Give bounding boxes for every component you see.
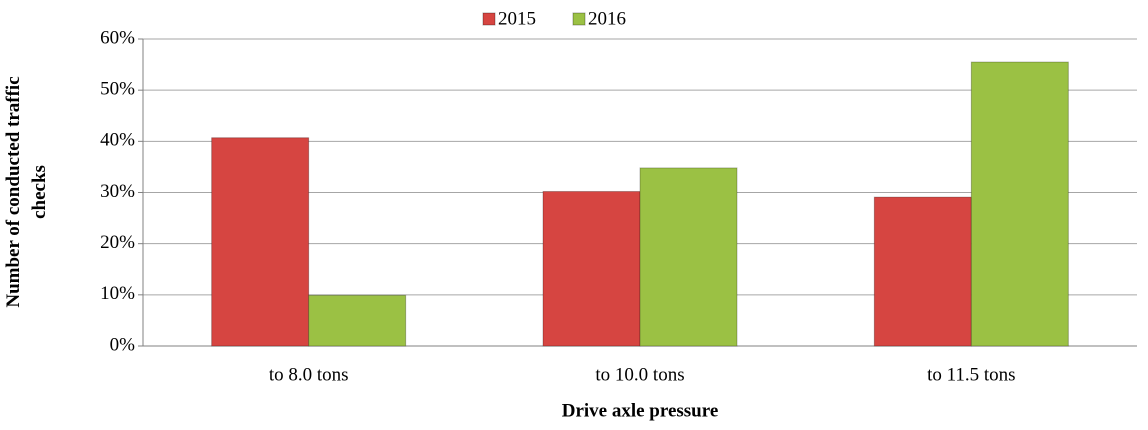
legend-label: 2016 (588, 8, 626, 29)
y-tick-label: 10% (100, 283, 135, 304)
y-tick-label: 50% (100, 79, 135, 100)
legend-label: 2015 (498, 8, 536, 29)
y-tick-label: 60% (100, 27, 135, 48)
x-tick-label: to 10.0 tons (595, 364, 684, 385)
bar-edge (639, 167, 738, 347)
bar-edge (308, 294, 407, 347)
bar-shade (971, 62, 1069, 347)
bar-shade (543, 191, 640, 346)
bar-edge (211, 137, 310, 347)
bar-shade (874, 197, 972, 346)
bar-shade (211, 137, 309, 346)
y-tick-label: 40% (100, 130, 135, 151)
legend-swatch (572, 12, 586, 26)
bar-shade (308, 295, 406, 346)
y-tick-label: 0% (110, 334, 136, 355)
y-tick-label: 20% (100, 232, 135, 253)
x-tick-label: to 11.5 tons (927, 364, 1016, 385)
x-tick-label: to 8.0 tons (269, 364, 349, 385)
y-tick-label: 30% (100, 181, 135, 202)
bar-edge (970, 61, 1069, 347)
y-axis-label: Number of conducted traffic checks (3, 76, 50, 307)
legend-swatch (482, 12, 496, 26)
x-axis-label: Drive axle pressure (562, 400, 719, 421)
bar-shade (640, 167, 737, 346)
